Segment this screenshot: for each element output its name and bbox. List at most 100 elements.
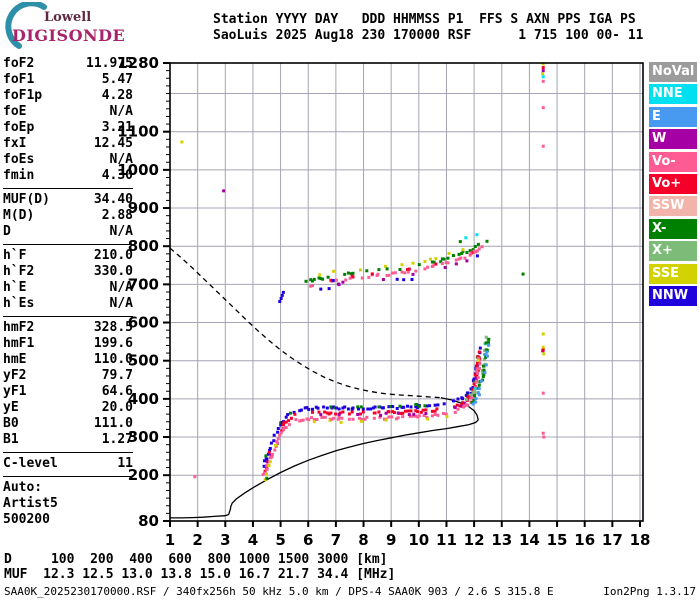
param-label: foF2 <box>3 56 35 71</box>
legend-item-nnw: NNW <box>649 285 697 306</box>
logo-lowell-text: Lowell <box>44 10 92 25</box>
param-label: h`F2 <box>3 264 35 279</box>
param-row: fxI 12.45 <box>3 136 133 152</box>
param-value: N/A <box>109 280 133 295</box>
legend-item-nne: NNE <box>649 84 697 105</box>
svg-text:500: 500 <box>128 352 159 370</box>
param-label: B0 <box>3 416 19 431</box>
param-row: fmin 4.30 <box>3 168 133 184</box>
svg-text:200: 200 <box>128 466 159 484</box>
param-row: Artist5 <box>3 496 133 512</box>
svg-text:16: 16 <box>574 531 595 549</box>
header-line1: Station YYYY DAY DDD HHMMSS P1 FFS S AXN… <box>213 12 636 27</box>
param-label: fmin <box>3 168 35 183</box>
param-value: 12.45 <box>93 136 133 151</box>
svg-text:18: 18 <box>630 531 651 549</box>
param-row: foEs N/A <box>3 152 133 168</box>
param-row: hmF1 199.6 <box>3 336 133 352</box>
parameter-panel: foF2 11.975 foF1 5.47 foF1p 4.28 foE N/A foEp 3.2… <box>3 56 133 528</box>
svg-text:17: 17 <box>602 531 623 549</box>
param-value: 328.5 <box>93 320 133 335</box>
param-divider <box>3 244 133 245</box>
param-value: 11 <box>117 456 133 471</box>
param-divider <box>3 476 133 477</box>
param-row: M(D) 2.88 <box>3 208 133 224</box>
param-value: 5.47 <box>101 72 133 87</box>
svg-text:11: 11 <box>436 531 457 549</box>
param-row: foE N/A <box>3 104 133 120</box>
param-label: Artist5 <box>3 496 58 511</box>
param-row: foF2 11.975 <box>3 56 133 72</box>
svg-text:8: 8 <box>358 531 368 549</box>
param-row: MUF(D) 34.40 <box>3 192 133 208</box>
svg-text:1100: 1100 <box>117 123 159 141</box>
svg-text:4: 4 <box>248 531 258 549</box>
param-label: B1 <box>3 432 19 447</box>
logo-arc-icon <box>5 0 47 49</box>
param-value: 4.30 <box>101 168 133 183</box>
param-value: 64.6 <box>101 384 133 399</box>
param-row: yF2 79.7 <box>3 368 133 384</box>
legend-item-vo+: Vo+ <box>649 173 697 194</box>
svg-text:6: 6 <box>303 531 313 549</box>
param-value: 210.0 <box>93 248 133 263</box>
logo-digisonde-text: DIGISONDE <box>12 26 126 45</box>
param-label: h`Es <box>3 296 35 311</box>
muf-row: MUF 12.3 12.5 13.0 13.8 15.0 16.7 21.7 3… <box>4 567 396 582</box>
param-value: N/A <box>109 104 133 119</box>
param-row: B1 1.27 <box>3 432 133 448</box>
svg-text:12: 12 <box>464 531 485 549</box>
legend-item-e: E <box>649 106 697 127</box>
param-row: C-level 11 <box>3 456 133 472</box>
svg-text:15: 15 <box>547 531 568 549</box>
svg-text:400: 400 <box>128 390 159 408</box>
station-header: Station YYYY DAY DDD HHMMSS P1 FFS S AXN… <box>213 12 643 44</box>
footer-filename: SAA0K_2025230170000.RSF / 340fx256h 50 k… <box>4 585 554 598</box>
param-row: h`F2 330.0 <box>3 264 133 280</box>
svg-text:5: 5 <box>275 531 285 549</box>
param-label: 500200 <box>3 512 50 527</box>
svg-text:10: 10 <box>408 531 429 549</box>
svg-text:1000: 1000 <box>117 161 159 179</box>
param-label: M(D) <box>3 208 35 223</box>
param-label: C-level <box>3 456 58 471</box>
legend-item-x+: X+ <box>649 241 697 262</box>
param-label: D <box>3 224 11 239</box>
param-label: hmF1 <box>3 336 35 351</box>
param-label: h`E <box>3 280 27 295</box>
param-row: foEp 3.21 <box>3 120 133 136</box>
param-value: 111.0 <box>93 416 133 431</box>
param-value: 34.40 <box>93 192 133 207</box>
param-row: hmE 110.0 <box>3 352 133 368</box>
legend-item-noval: NoVal <box>649 62 697 82</box>
param-row: 500200 <box>3 512 133 528</box>
svg-text:600: 600 <box>128 314 159 332</box>
param-row: D N/A <box>3 224 133 240</box>
svg-text:13: 13 <box>491 531 512 549</box>
param-value: N/A <box>109 296 133 311</box>
param-divider <box>3 452 133 453</box>
param-value: 20.0 <box>101 400 133 415</box>
svg-text:9: 9 <box>386 531 396 549</box>
param-row: yF1 64.6 <box>3 384 133 400</box>
param-label: foE <box>3 104 27 119</box>
param-row: Auto: <box>3 480 133 496</box>
param-label: yE <box>3 400 19 415</box>
svg-text:3: 3 <box>220 531 230 549</box>
param-value: 3.21 <box>101 120 133 135</box>
param-row: foF1p 4.28 <box>3 88 133 104</box>
param-label: fxI <box>3 136 27 151</box>
param-label: foEs <box>3 152 35 167</box>
header-line2: SaoLuis 2025 Aug18 230 170000 RSF 1 715 … <box>213 28 644 43</box>
status-legend: NoVal NNE E W Vo- Vo+ SSW X- X+ SSE NNW <box>649 62 697 308</box>
svg-text:300: 300 <box>128 428 159 446</box>
param-value: 2.88 <box>101 208 133 223</box>
param-label: MUF(D) <box>3 192 50 207</box>
legend-item-x-: X- <box>649 218 697 239</box>
param-value: 11.975 <box>86 56 133 71</box>
param-value: 4.28 <box>101 88 133 103</box>
legend-item-ssw: SSW <box>649 196 697 217</box>
param-value: 79.7 <box>101 368 133 383</box>
param-divider <box>3 188 133 189</box>
